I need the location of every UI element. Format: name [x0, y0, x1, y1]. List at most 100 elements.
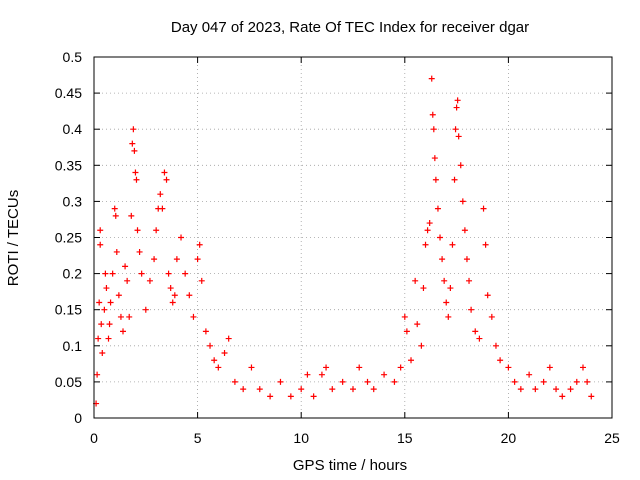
data-point — [153, 227, 160, 234]
y-tick-label: 0.35 — [55, 157, 82, 173]
data-point — [171, 292, 178, 299]
data-point — [492, 342, 499, 349]
data-point — [225, 335, 232, 342]
x-tick-label: 15 — [397, 430, 413, 446]
data-point — [422, 241, 429, 248]
data-point — [142, 306, 149, 313]
data-point — [364, 378, 371, 385]
data-point — [454, 97, 461, 104]
y-tick-label: 0.25 — [55, 230, 82, 246]
data-point — [401, 313, 408, 320]
data-point — [408, 357, 415, 364]
data-point — [115, 292, 122, 299]
data-point — [397, 364, 404, 371]
data-point — [111, 205, 118, 212]
y-axis-label: ROTI / TECUs — [5, 190, 22, 286]
data-point — [452, 126, 459, 133]
data-point — [105, 335, 112, 342]
y-tick-label: 0.3 — [63, 193, 83, 209]
data-point — [124, 277, 131, 284]
data-point — [120, 328, 127, 335]
data-points — [93, 75, 595, 407]
data-point — [211, 357, 218, 364]
data-point — [546, 364, 553, 371]
data-point — [136, 248, 143, 255]
data-point — [103, 285, 110, 292]
data-point — [540, 378, 547, 385]
y-tick-label: 0.4 — [63, 121, 83, 137]
x-tick-label: 5 — [194, 430, 202, 446]
data-point — [526, 371, 533, 378]
data-point — [428, 75, 435, 82]
data-point — [429, 111, 436, 118]
data-point — [579, 364, 586, 371]
data-point — [287, 393, 294, 400]
data-point — [221, 350, 228, 357]
data-point — [298, 386, 305, 393]
data-point — [167, 285, 174, 292]
data-point — [445, 313, 452, 320]
data-point — [391, 378, 398, 385]
data-point — [482, 241, 489, 248]
data-point — [466, 277, 473, 284]
data-point — [480, 205, 487, 212]
data-point — [106, 321, 113, 328]
data-point — [430, 126, 437, 133]
data-point — [196, 241, 203, 248]
data-point — [588, 393, 595, 400]
data-point — [323, 364, 330, 371]
data-point — [437, 234, 444, 241]
grid-lines — [94, 57, 612, 418]
data-point — [434, 205, 441, 212]
data-point — [101, 306, 108, 313]
x-tick-label: 0 — [90, 430, 98, 446]
data-point — [418, 342, 425, 349]
data-point — [97, 241, 104, 248]
data-point — [256, 386, 263, 393]
chart-title: Day 047 of 2023, Rate Of TEC Index for r… — [171, 19, 529, 36]
data-point — [412, 277, 419, 284]
data-point — [488, 313, 495, 320]
data-point — [447, 285, 454, 292]
y-tick-labels: 0 0.05 0.1 0.15 0.2 0.25 0.3 0.35 0.4 0.45 0.5 — [55, 49, 82, 426]
data-point — [420, 285, 427, 292]
data-point — [215, 364, 222, 371]
data-point — [459, 198, 466, 205]
data-point — [318, 371, 325, 378]
data-point — [240, 386, 247, 393]
y-tick-label: 0.2 — [63, 266, 83, 282]
data-point — [95, 335, 102, 342]
data-point — [231, 378, 238, 385]
data-point — [202, 328, 209, 335]
y-tick-label: 0.15 — [55, 302, 82, 318]
data-point — [449, 241, 456, 248]
data-point — [117, 313, 124, 320]
data-point — [441, 277, 448, 284]
data-point — [443, 299, 450, 306]
data-point — [129, 140, 136, 147]
y-tick-label: 0.45 — [55, 85, 82, 101]
data-point — [455, 133, 462, 140]
data-point — [182, 270, 189, 277]
data-point — [584, 378, 591, 385]
data-point — [505, 364, 512, 371]
data-point — [439, 256, 446, 263]
data-point — [157, 191, 164, 198]
data-point — [128, 212, 135, 219]
x-tick-label: 10 — [293, 430, 309, 446]
data-point — [472, 328, 479, 335]
data-point — [484, 292, 491, 299]
data-point — [370, 386, 377, 393]
data-point — [468, 306, 475, 313]
data-point — [169, 299, 176, 306]
data-point — [194, 256, 201, 263]
data-point — [414, 321, 421, 328]
data-point — [161, 169, 168, 176]
data-point — [424, 227, 431, 234]
x-tick-label: 20 — [501, 430, 517, 446]
data-point — [517, 386, 524, 393]
data-point — [130, 126, 137, 133]
data-point — [159, 205, 166, 212]
data-point — [573, 378, 580, 385]
